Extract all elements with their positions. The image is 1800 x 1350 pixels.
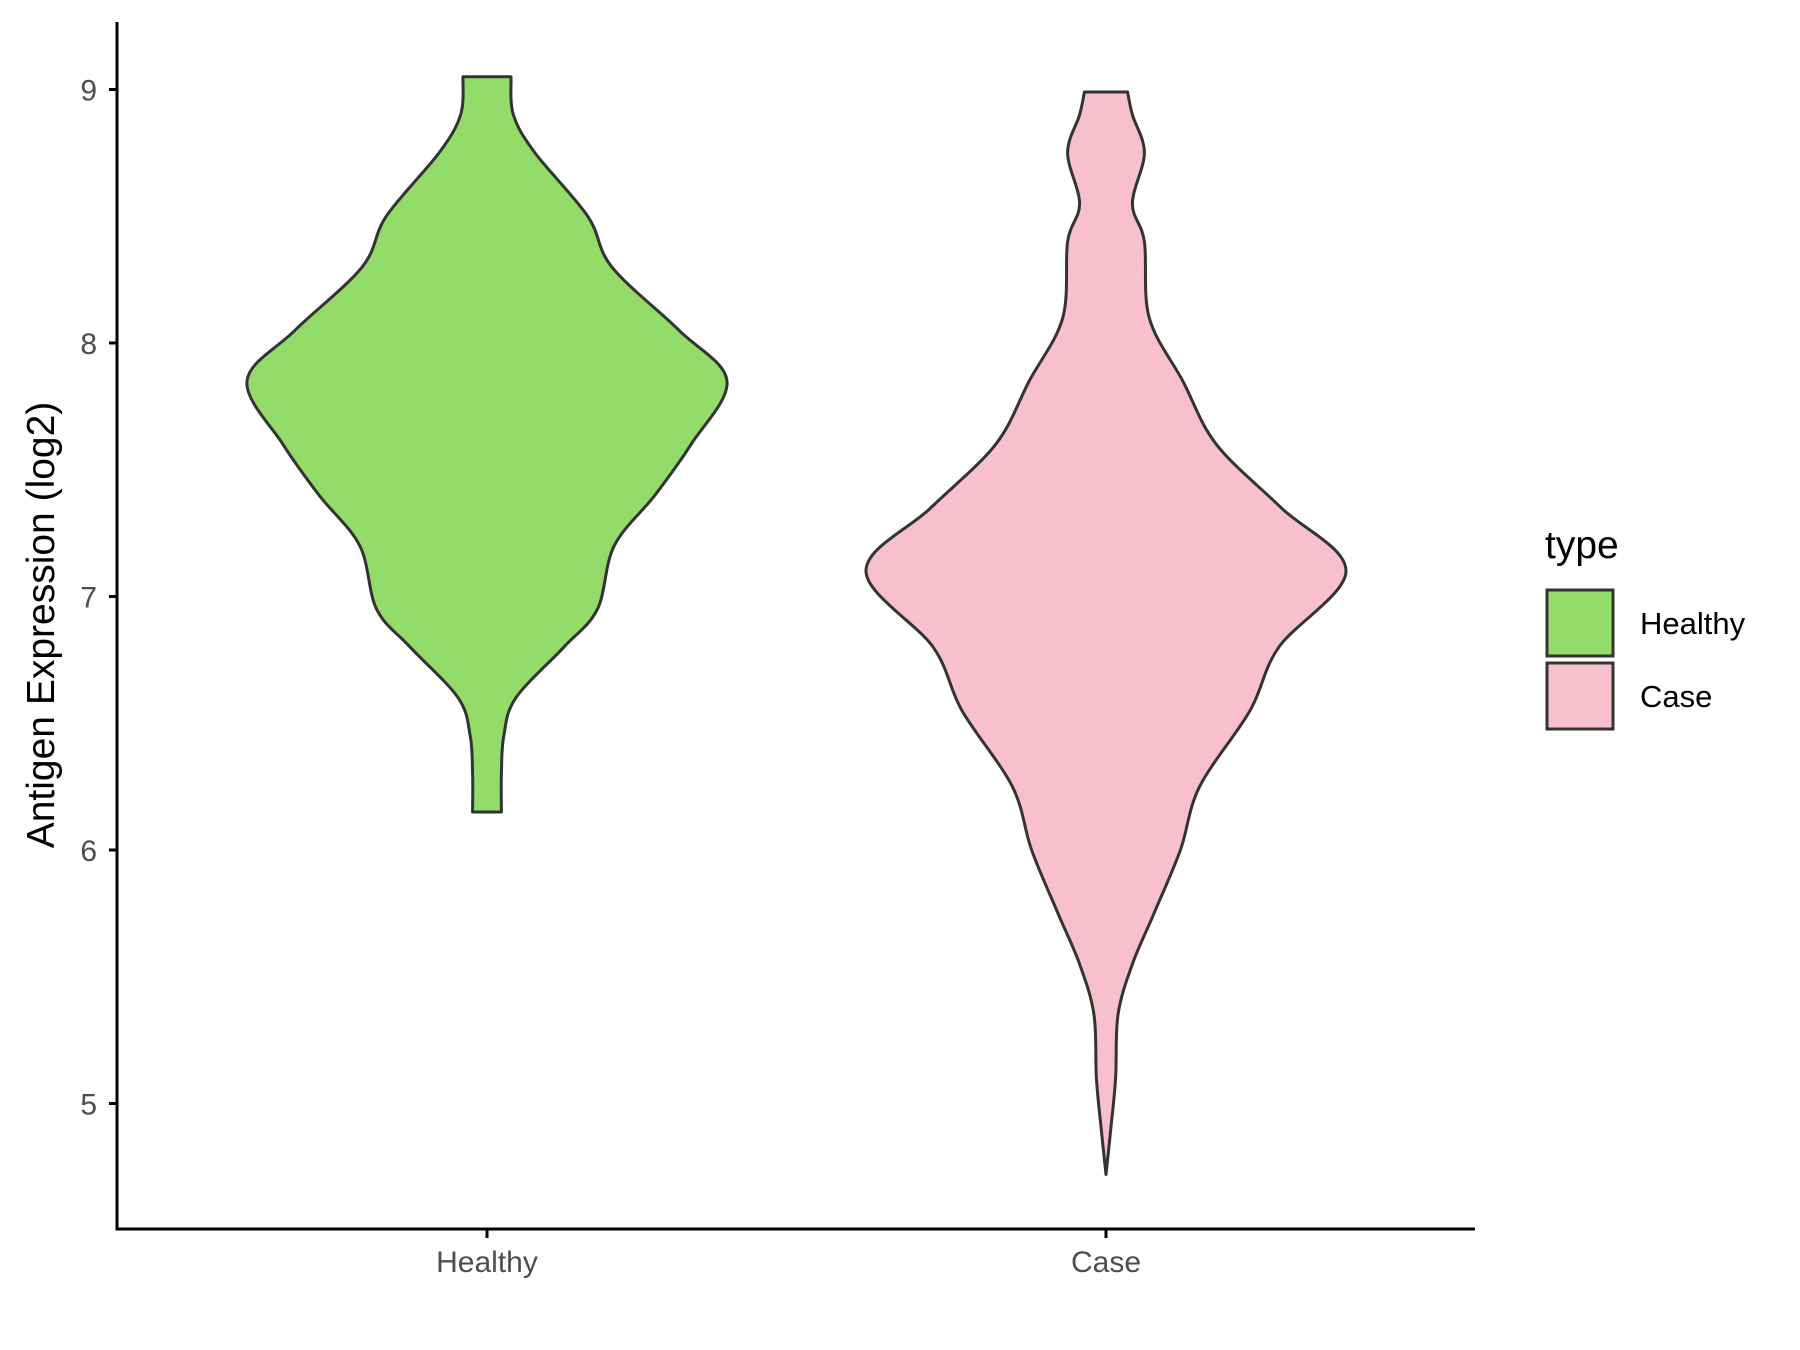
legend: type Healthy Case xyxy=(1545,524,1746,731)
legend-label-case: Case xyxy=(1640,679,1712,714)
y-tick-label: 6 xyxy=(80,835,97,868)
y-tick-label: 8 xyxy=(80,328,97,361)
x-tick-label: Case xyxy=(1071,1246,1141,1279)
legend-swatch-healthy xyxy=(1545,588,1615,658)
legend-title: type xyxy=(1545,524,1619,567)
y-tick-label: 5 xyxy=(80,1089,97,1122)
x-ticks: Healthy Case xyxy=(436,1229,1141,1279)
legend-label-healthy: Healthy xyxy=(1640,606,1746,641)
violin-healthy xyxy=(245,75,729,814)
legend-swatch-case xyxy=(1545,661,1615,731)
violin-case xyxy=(864,90,1348,1176)
y-ticks: 5 6 7 8 9 xyxy=(80,75,117,1122)
y-tick-label: 7 xyxy=(80,582,97,615)
violins xyxy=(245,75,1348,1176)
x-tick-label: Healthy xyxy=(436,1246,538,1279)
legend-items: Healthy Case xyxy=(1545,588,1746,731)
y-axis-title: Antigen Expression (log2) xyxy=(20,402,63,849)
y-tick-label: 9 xyxy=(80,75,97,108)
axes: 5 6 7 8 9 Healthy Case Antigen Expression (lo… xyxy=(20,22,1475,1279)
